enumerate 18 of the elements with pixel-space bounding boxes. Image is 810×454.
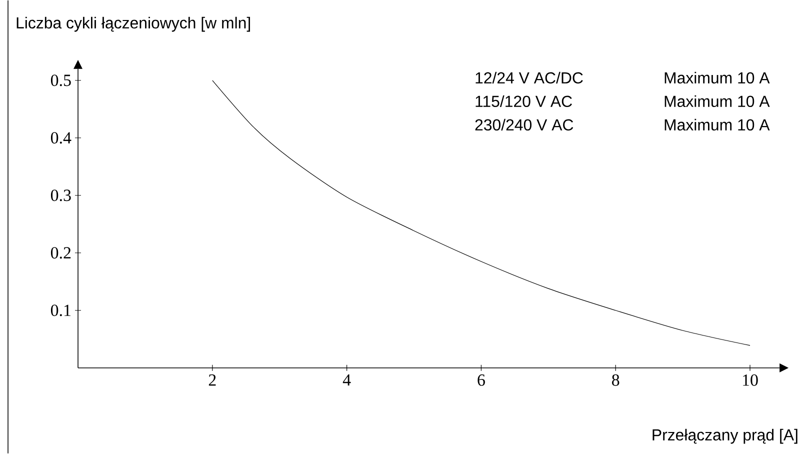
y-tick-label: 0.2 bbox=[50, 247, 71, 259]
y-tick-label: 0.3 bbox=[50, 190, 71, 202]
annotation: Maximum 10 A bbox=[664, 72, 770, 84]
y-tick-label: 0.4 bbox=[50, 132, 72, 144]
annotation: Maximum 10 A bbox=[664, 118, 770, 131]
annotation: 115/120 V AC bbox=[476, 95, 572, 108]
y-tick-label: 0.5 bbox=[50, 74, 71, 86]
annotation: 230/240 V AC bbox=[475, 118, 574, 131]
y-axis-title: Liczba cykli łączeniowych [w mln] bbox=[16, 16, 250, 32]
x-tick-label: 10 bbox=[743, 374, 758, 386]
annotation: 12/24 V AC/DC bbox=[476, 72, 583, 84]
x-tick-label: 8 bbox=[612, 374, 620, 386]
annotation: Maximum 10 A bbox=[664, 95, 770, 108]
x-tick-label: 6 bbox=[478, 374, 485, 386]
y-tick-label: 0.1 bbox=[50, 304, 70, 316]
x-axis-title: Przełączany prąd [A] bbox=[652, 428, 798, 444]
x-tick-label: 2 bbox=[208, 374, 216, 386]
x-tick-label: 4 bbox=[342, 374, 351, 386]
